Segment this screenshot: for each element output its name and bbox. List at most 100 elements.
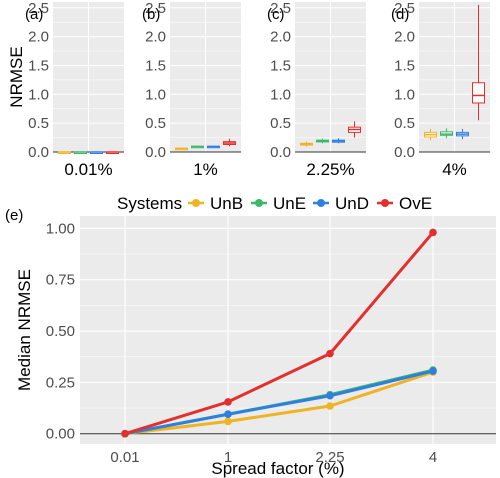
y-tick-label: 2.5: [28, 0, 49, 17]
legend-key-dot: [381, 199, 389, 207]
legend-label: UnB: [210, 194, 243, 213]
legend-key-dot: [192, 199, 200, 207]
box-UnE: [316, 138, 329, 144]
data-point: [326, 391, 334, 400]
panel-b: 0.0 0.5 1.0 1.5 2.0 2.5(b) 1%: [142, 0, 241, 179]
y-tick-label: 2.0: [145, 29, 166, 46]
line-panel-background: [80, 216, 496, 444]
box-UnE: [440, 128, 453, 139]
y-tick-label: 2.0: [394, 29, 415, 46]
y-tick-label: 0.5: [145, 115, 166, 132]
data-point: [224, 410, 232, 419]
data-point: [326, 402, 334, 410]
panel-tag-e: (e): [5, 207, 23, 224]
data-point: [121, 429, 129, 438]
box-UnD: [90, 151, 103, 154]
series-OvE: [121, 228, 437, 438]
panel-a: 0.0 0.5 1.0 1.5 2.0 2.5(a) 0.01%: [25, 0, 124, 179]
data-point: [429, 228, 437, 237]
legend-label: UnD: [335, 194, 369, 213]
y-tick-label: 2.0: [28, 29, 49, 46]
box-UnB: [58, 151, 71, 154]
legend-item-OvE: OvE: [377, 194, 432, 213]
box-body: [472, 82, 485, 104]
y-tick-label: 1.5: [28, 57, 49, 74]
box-OvE: [472, 4, 485, 121]
legend-item-UnD: UnD: [313, 194, 369, 213]
panel-x-label: 4%: [442, 160, 467, 179]
box-UnD: [332, 138, 345, 144]
y-tick-label: 2.5: [394, 0, 415, 17]
y-tick-label: 0.00: [46, 426, 75, 443]
line-chart: 0.00 0.25 0.50 0.75 1.00 0.01 1 2.25 4 (e) Spre…: [5, 207, 496, 478]
y-tick-label: 1.5: [270, 57, 291, 74]
y-tick-label: 0.0: [394, 144, 415, 161]
box-OvE: [106, 151, 119, 154]
y-tick-label: 0.5: [270, 115, 291, 132]
y-tick-label: 2.5: [145, 0, 166, 17]
legend: Systems UnB UnE UnD OvE: [117, 194, 432, 213]
y-tick-label: 1.0: [394, 86, 415, 103]
legend-title: Systems: [117, 194, 182, 213]
x-tick-label: 2.25: [315, 449, 344, 466]
y-tick-label: 1.0: [145, 86, 166, 103]
panel-x-label: 2.25%: [306, 160, 354, 179]
box-UnE: [191, 145, 204, 149]
box-UnB: [175, 147, 188, 151]
boxplot-y-label: NRMSE: [7, 46, 26, 107]
data-point: [224, 398, 232, 406]
legend-label: UnE: [273, 194, 306, 213]
panel-tag: (b): [142, 6, 160, 23]
x-tick-label: 4: [429, 449, 437, 466]
y-tick-label: 0.50: [46, 323, 75, 340]
line-series-group: [121, 228, 437, 438]
y-tick-label: 1.0: [270, 86, 291, 103]
panel-d: 0.0 0.5 1.0 1.5 2.0 2.5(d) 4%: [391, 0, 490, 179]
y-tick-label: 0.0: [270, 144, 291, 161]
y-tick-label: 1.0: [28, 86, 49, 103]
y-tick-label: 2.0: [270, 29, 291, 46]
data-point: [224, 417, 232, 426]
legend-key-dot: [317, 199, 325, 207]
legend-key-dot: [255, 199, 263, 207]
x-axis-label: Spread factor (%): [211, 459, 344, 478]
panel-c: 0.0 0.5 1.0 1.5 2.0 2.5(c) 2.25%: [267, 0, 366, 179]
x-tick-label: 1: [224, 449, 232, 466]
legend-label: OvE: [399, 194, 432, 213]
line-x-ticks: 0.01 1 2.25 4: [110, 449, 437, 466]
box-UnB: [424, 128, 437, 141]
y-tick-label: 0.5: [28, 115, 49, 132]
panel-x-label: 1%: [193, 160, 218, 179]
panel-tag: (c): [267, 6, 285, 23]
y-tick-label: 1.5: [145, 57, 166, 74]
panel-x-label: 0.01%: [64, 160, 112, 179]
data-point: [429, 367, 437, 375]
data-point: [326, 349, 334, 358]
box-UnD: [207, 145, 220, 149]
y-tick-label: 1.5: [394, 57, 415, 74]
series-line: [124, 231, 435, 436]
y-axis-label: Median NRMSE: [15, 269, 34, 391]
box-UnD: [456, 128, 469, 140]
box-OvE: [223, 138, 236, 147]
line-y-ticks: 0.00 0.25 0.50 0.75 1.00: [46, 220, 75, 442]
y-tick-label: 0.25: [46, 374, 75, 391]
box-UnB: [300, 141, 313, 147]
y-tick-label: 0.0: [145, 144, 166, 161]
x-tick-label: 0.01: [110, 449, 139, 466]
boxplot-panels: 0.00.51.01.52.02.5(a)0.01%0.00.51.01.52.…: [7, 0, 490, 179]
panel-tag: (d): [391, 6, 409, 23]
box-OvE: [348, 121, 361, 138]
y-tick-label: 2.5: [270, 0, 291, 17]
series-line: [124, 369, 434, 436]
box-UnE: [74, 151, 87, 154]
series-line: [124, 370, 434, 436]
y-tick-label: 1.00: [46, 220, 75, 237]
y-tick-label: 0.5: [394, 115, 415, 132]
panel-tag: (a): [25, 6, 43, 23]
y-tick-label: 0.0: [28, 144, 49, 161]
y-tick-label: 0.75: [46, 272, 75, 289]
legend-item-UnE: UnE: [251, 194, 306, 213]
legend-item-UnB: UnB: [188, 194, 243, 213]
